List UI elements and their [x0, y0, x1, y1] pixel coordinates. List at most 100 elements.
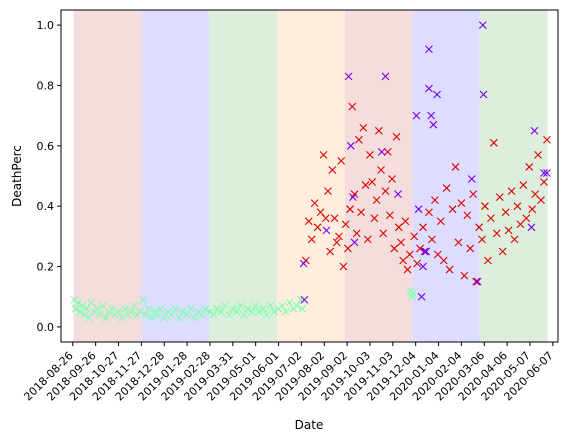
x-axis-label: Date	[295, 418, 324, 432]
data-point	[414, 205, 423, 214]
data-point	[344, 72, 353, 81]
data-point	[93, 304, 102, 313]
y-tick-label: 0.8	[37, 79, 55, 92]
data-point	[243, 304, 252, 313]
data-point	[82, 304, 91, 313]
data-point	[413, 259, 422, 268]
data-point	[419, 262, 427, 271]
data-point	[99, 301, 107, 310]
data-point	[171, 304, 180, 313]
data-point	[498, 247, 507, 256]
data-point	[475, 223, 483, 232]
data-point	[332, 238, 341, 247]
data-point	[326, 247, 335, 256]
data-point	[220, 301, 229, 310]
data-point	[285, 298, 294, 307]
data-point	[337, 157, 346, 165]
data-point	[403, 265, 412, 274]
data-point	[439, 256, 448, 265]
data-point	[525, 163, 534, 171]
data-point	[118, 313, 127, 322]
data-point	[361, 181, 370, 189]
data-point	[368, 178, 377, 186]
data-point	[540, 169, 548, 177]
y-axis-ticks: 0.0 0.2 0.4 0.6 0.8 1.0	[37, 19, 61, 334]
data-point	[507, 187, 516, 195]
data-point	[127, 307, 135, 316]
data-point	[428, 235, 436, 244]
data-point	[408, 292, 416, 301]
data-point	[357, 208, 366, 217]
data-point	[457, 199, 466, 208]
data-point	[114, 307, 123, 316]
data-point	[328, 166, 337, 174]
data-point	[419, 223, 427, 232]
data-point	[190, 313, 199, 322]
data-point	[313, 223, 322, 232]
data-point	[469, 190, 478, 198]
data-point	[463, 211, 472, 220]
data-points	[70, 21, 551, 322]
data-point	[460, 271, 469, 280]
data-point	[388, 175, 396, 183]
data-point	[392, 132, 401, 141]
data-point	[377, 147, 386, 156]
data-point	[425, 45, 433, 54]
data-point	[343, 244, 352, 253]
data-point	[153, 310, 162, 319]
data-point	[374, 126, 383, 135]
data-point	[394, 223, 403, 232]
data-point	[316, 208, 325, 217]
data-point	[478, 21, 487, 29]
y-tick-label: 0.2	[37, 261, 55, 274]
data-point	[442, 184, 451, 192]
data-point	[422, 247, 430, 256]
data-point	[519, 181, 528, 189]
background-band	[209, 10, 278, 342]
data-point	[85, 313, 93, 322]
data-point	[510, 235, 519, 244]
data-point	[429, 120, 438, 129]
data-point	[186, 304, 195, 313]
data-point	[71, 304, 80, 313]
data-point	[296, 295, 305, 304]
data-point	[259, 304, 267, 313]
data-point	[141, 310, 150, 319]
y-axis-label: DeathPerc	[10, 145, 24, 207]
data-point	[298, 304, 307, 313]
y-tick-label: 1.0	[37, 19, 55, 32]
data-point	[425, 84, 433, 93]
y-tick-label: 0.0	[37, 321, 55, 334]
data-point	[80, 310, 89, 319]
data-point	[445, 265, 454, 274]
data-point	[175, 313, 183, 322]
data-point	[144, 304, 153, 313]
data-point	[239, 310, 248, 319]
background-band	[344, 10, 413, 342]
data-point	[87, 298, 96, 307]
data-point	[359, 123, 368, 132]
data-point	[412, 111, 421, 120]
data-point	[427, 111, 436, 120]
data-point	[366, 150, 374, 159]
data-point	[278, 301, 287, 310]
data-point	[355, 135, 363, 144]
data-point	[167, 310, 176, 319]
data-point	[346, 141, 355, 150]
data-point	[225, 310, 234, 319]
data-point	[433, 90, 441, 99]
data-point	[330, 214, 339, 223]
data-point	[335, 232, 343, 241]
data-point	[473, 277, 482, 286]
data-point	[410, 232, 419, 241]
data-point	[543, 135, 551, 144]
data-point	[183, 310, 191, 319]
data-point	[78, 301, 87, 310]
x-axis-ticks: 2018-08-262018-09-262018-10-272018-11-27…	[21, 342, 556, 403]
data-point	[385, 211, 394, 220]
data-point	[531, 190, 540, 198]
data-point	[487, 214, 495, 223]
data-point	[262, 310, 271, 319]
data-point	[478, 235, 486, 244]
data-point	[408, 289, 417, 298]
